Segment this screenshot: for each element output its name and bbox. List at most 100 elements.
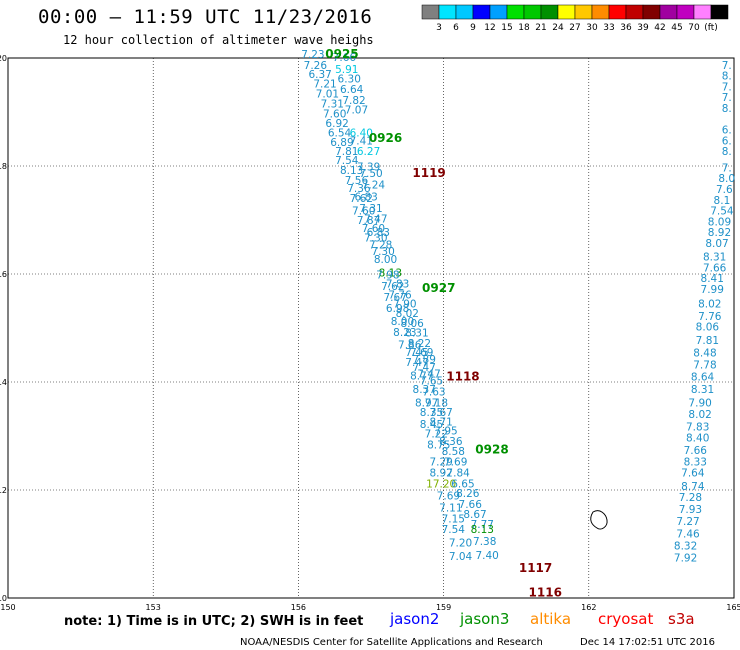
data-point: 6.98 xyxy=(386,303,409,315)
legend-label: 45 xyxy=(671,23,682,33)
legend-label: 6 xyxy=(453,23,459,33)
data-point: 7.87 xyxy=(357,215,380,227)
data-point: 7.89 xyxy=(413,354,436,366)
data-point: 7.15 xyxy=(442,513,465,525)
legend-label: 42 xyxy=(654,23,665,33)
data-point: 8.07 xyxy=(705,238,728,250)
data-point: 8.00 xyxy=(374,254,397,266)
legend-label: 39 xyxy=(637,23,649,33)
data-point: 8.97 xyxy=(415,397,438,409)
legend-swatch xyxy=(625,4,644,20)
data-point: 7.46 xyxy=(676,529,700,541)
legend-swatch xyxy=(591,4,610,20)
data-point: 7.54 xyxy=(335,155,359,167)
data-point: 7.54 xyxy=(710,206,734,218)
data-point: 8.48 xyxy=(693,348,716,360)
data-point: 7.62 xyxy=(350,193,373,205)
legend-swatch xyxy=(540,4,559,20)
data-point: 7.82 xyxy=(342,95,365,107)
data-point: 7.67 xyxy=(429,407,452,419)
data-point: 8.74 xyxy=(681,481,705,493)
data-point: 7.63 xyxy=(422,387,445,399)
data-point: 7.30 xyxy=(364,233,387,245)
legend-swatch xyxy=(642,4,661,20)
data-point: 8.58 xyxy=(442,446,465,458)
data-point: 8.75 xyxy=(427,439,450,451)
data-point: 7.66 xyxy=(459,499,483,511)
data-point: 6. xyxy=(722,135,732,147)
legend-swatch xyxy=(472,4,491,20)
data-point: 7.07 xyxy=(345,105,368,117)
legend-swatch xyxy=(523,4,542,20)
data-point: 8.13 xyxy=(379,268,402,280)
data-point: 7.64 xyxy=(681,468,705,480)
legend-swatch xyxy=(710,4,729,20)
data-point: 6.40 xyxy=(350,127,373,139)
data-point: 7.24 xyxy=(362,180,386,192)
x-tick-label: 159 xyxy=(436,603,451,612)
data-point: 7.81 xyxy=(335,146,358,158)
data-point: 7.50 xyxy=(359,168,382,180)
data-point: 7.39 xyxy=(357,161,380,173)
data-point: 7.30 xyxy=(371,246,394,258)
legend-label: 15 xyxy=(501,23,512,33)
data-point: 7.27 xyxy=(676,516,699,528)
satellite-legend-s3a: s3a xyxy=(668,610,695,628)
data-point: 7.78 xyxy=(693,360,716,372)
legend-label: 24 xyxy=(552,23,564,33)
chart-subtitle: 12 hour collection of altimeter wave hei… xyxy=(63,33,374,47)
data-point: 7.90 xyxy=(688,397,711,409)
data-point: 7.84 xyxy=(446,468,470,480)
data-point: 6. xyxy=(722,125,732,137)
track-time-label: 0928 xyxy=(475,442,508,456)
data-point: 8.92 xyxy=(708,227,731,239)
data-point: 8.36 xyxy=(439,436,463,448)
data-point: 7.23 xyxy=(301,49,324,61)
legend-label: 21 xyxy=(535,23,546,33)
data-point: 7.47 xyxy=(413,362,436,374)
data-point: 6.92 xyxy=(325,118,348,130)
data-point: 7.36 xyxy=(347,183,371,195)
track-time-label: 1117 xyxy=(519,561,552,575)
data-point: 7.60 xyxy=(362,223,385,235)
data-point: 8.26 xyxy=(456,488,480,500)
data-point: 6.83 xyxy=(367,227,390,239)
satellite-legend-jason3: jason3 xyxy=(459,610,509,628)
data-point: 8.35 xyxy=(420,407,443,419)
y-tick-label: 12 xyxy=(0,486,7,495)
data-point: 8.06 xyxy=(400,318,424,330)
data-point: 8.31 xyxy=(691,384,714,396)
data-point: 7.69 xyxy=(410,347,433,359)
y-tick-label: 18 xyxy=(0,162,7,171)
data-point: 8.40 xyxy=(686,432,709,444)
data-point: 7.81 xyxy=(696,335,719,347)
legend-label: 18 xyxy=(518,23,530,33)
satellite-legend-altika: altika xyxy=(530,610,571,628)
y-tick-label: 16 xyxy=(0,270,7,279)
data-point: 7.01 xyxy=(316,88,339,100)
data-point: 8.02 xyxy=(698,298,721,310)
data-point: 7.20 xyxy=(449,538,472,550)
data-point: 7.6 xyxy=(716,184,733,196)
legend-label: 9 xyxy=(470,23,476,33)
footer-timestamp: Dec 14 17:02:51 UTC 2016 xyxy=(580,637,715,648)
data-point: 8.33 xyxy=(684,457,707,469)
data-point: 7.60 xyxy=(352,206,375,218)
data-point: 7.66 xyxy=(703,262,727,274)
footer-credit: NOAA/NESDIS Center for Satellite Applica… xyxy=(240,637,543,648)
legend-label: 12 xyxy=(484,23,495,33)
data-point: 8.31 xyxy=(703,252,726,264)
data-point: 7.98 xyxy=(376,269,399,281)
legend-swatch xyxy=(455,4,474,20)
data-point: 6.64 xyxy=(340,84,364,96)
satellite-legend-jason2: jason2 xyxy=(389,610,439,628)
legend-label: 33 xyxy=(603,23,614,33)
data-point: 8.45 xyxy=(420,419,443,431)
data-point: 7.77 xyxy=(471,519,494,531)
data-point: 8.1 xyxy=(714,195,731,207)
data-point: 7.62 xyxy=(381,281,404,293)
x-tick-label: 162 xyxy=(581,603,596,612)
track-time-label: 0926 xyxy=(369,131,402,145)
legend-label: 30 xyxy=(586,23,598,33)
